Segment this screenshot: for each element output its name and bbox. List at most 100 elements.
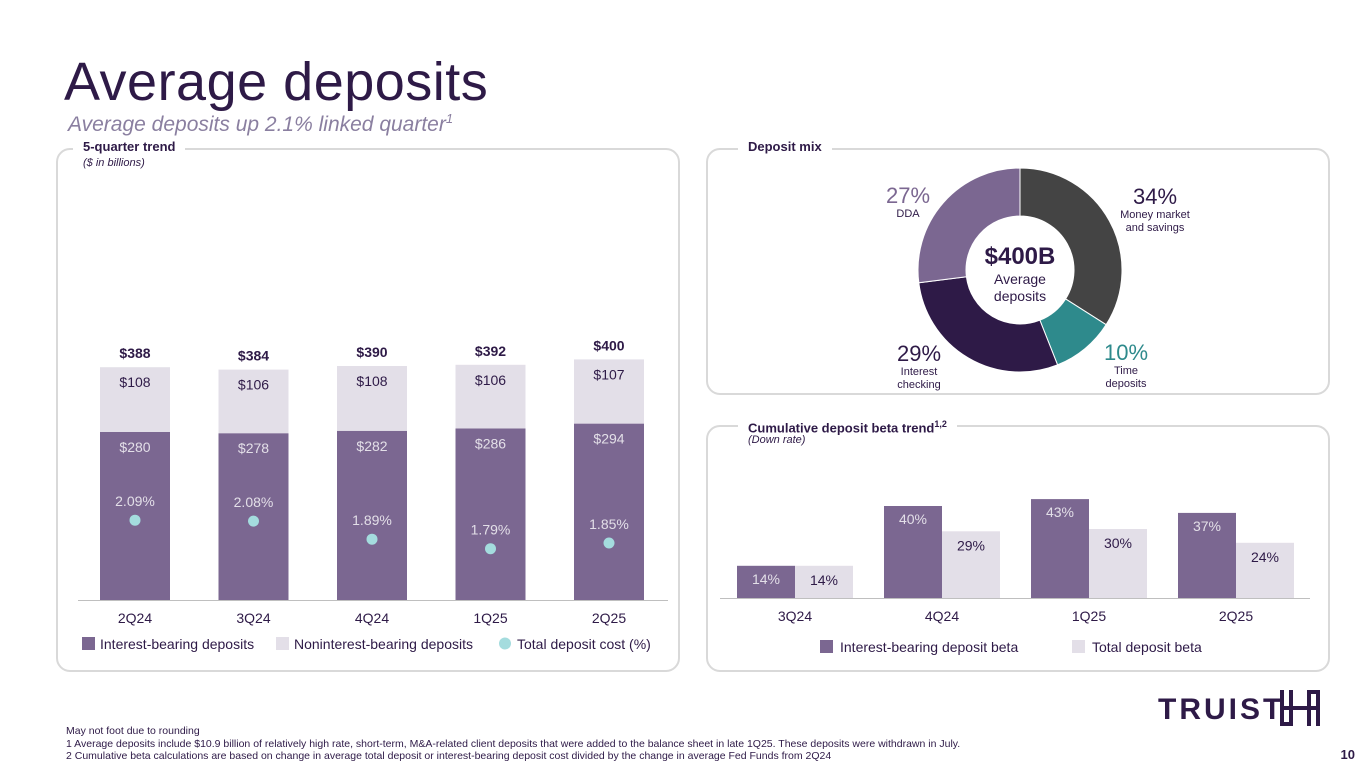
page-subtitle: Average deposits up 2.1% linked quarter1 [68,106,453,138]
mix-panel-label: Deposit mix [738,139,832,155]
bar-value-label: $107 [593,366,624,382]
cost-point-label: 1.85% [589,516,629,532]
legend-label: Total deposit cost (%) [517,636,651,652]
legend-label: Total deposit beta [1092,639,1202,655]
bar-interest-bearing [574,423,644,600]
bar-value-label: 24% [1251,549,1279,565]
slice-caption: DDA [896,208,920,220]
page-number: 10 [1340,747,1355,762]
bar-total-beta [1236,542,1294,598]
x-tick-label: 4Q24 [925,608,959,624]
beta-panel-label-text: Cumulative deposit beta trend [748,420,935,436]
cost-point-label: 2.09% [115,493,155,509]
donut-center-label: deposits [994,288,1046,304]
slice-pct-label: 34% [1133,184,1177,209]
bar-value-label: $106 [238,377,269,393]
legend-swatch [499,637,511,650]
legend-label: Interest-bearing deposit beta [840,639,1018,655]
bar-noninterest-bearing [455,364,526,429]
x-tick-label: 3Q24 [236,610,270,626]
cost-point [603,537,615,549]
cost-point [129,514,141,526]
bar-interest-bearing [455,428,526,600]
bar-value-label: $294 [593,431,624,447]
legend-label: Interest-bearing deposits [100,636,254,652]
cost-point-label: 1.89% [352,512,392,528]
footnote-line: 1 Average deposits include $10.9 billion… [66,737,961,750]
x-tick-label: 2Q25 [592,610,626,626]
legend-swatch [82,637,95,650]
bar-noninterest-bearing [574,359,644,424]
x-tick-label: 4Q24 [355,610,389,626]
bar-value-label: $282 [356,438,387,454]
slice-pct-label: 10% [1104,340,1148,365]
bar-interest-bearing [337,430,407,600]
cost-point-label: 2.08% [234,494,274,510]
bar-total-label: $390 [356,344,387,360]
logo-mark-icon [1280,690,1320,726]
beta-panel-footnote-ref: 1,2 [934,419,947,429]
bar-value-label: 14% [752,571,780,587]
bar-value-label: $286 [475,435,506,451]
bar-value-label: $106 [475,372,506,388]
bar-total-label: $388 [119,345,150,361]
bar-total-label: $384 [238,348,269,364]
slice-caption: Money market [1120,209,1190,221]
slice-caption: deposits [1106,378,1147,390]
slice-pct-label: 29% [897,341,941,366]
bar-value-label: $280 [119,439,150,455]
cost-point [485,543,496,555]
beta-chart: 14% 14% 3Q24 40% 29% 4Q24 43% 30% 1Q25 37% 24% 2Q25… [720,499,1310,655]
logo-wordmark: TRUIST [1158,693,1284,726]
trend-panel-sub: ($ in billions) [83,157,145,169]
subtitle-footnote-ref: 1 [445,111,454,126]
subtitle-text: Average deposits up 2.1% linked quarter [68,113,446,136]
bar-noninterest-bearing [218,369,289,434]
bar-total-beta [942,531,1000,598]
bar-value-label: $108 [356,373,387,389]
bar-total-label: $392 [475,343,506,359]
bar-value-label: 29% [957,537,985,553]
x-tick-label: 1Q25 [1072,608,1106,624]
truist-logo: TRUIST [1158,688,1322,733]
bar-value-label: 37% [1193,518,1221,534]
legend-swatch [276,637,289,650]
cost-point [248,515,259,527]
x-tick-label: 1Q25 [473,610,507,626]
footnote-line: 2 Cumulative beta calculations are based… [66,750,832,762]
beta-panel-sub: (Down rate) [748,434,806,446]
footnotes: May not foot due to rounding 1 Average d… [66,725,960,763]
x-tick-label: 3Q24 [778,608,812,624]
bar-noninterest-bearing [100,367,170,432]
bar-interest-bearing-beta [1178,512,1236,598]
mix-panel [706,148,1330,395]
bar-value-label: 14% [810,572,838,588]
trend-panel-label: 5-quarter trend [73,139,186,155]
donut-center-label: Average [994,271,1046,287]
legend-label: Noninterest-bearing deposits [294,636,473,652]
bar-interest-bearing-beta [1031,499,1089,598]
beta-panel-label: Cumulative deposit beta trend1,2 [738,416,957,437]
trend-panel [56,148,680,672]
bar-value-label: $108 [119,374,150,390]
page-title: Average deposits [64,52,489,112]
cost-point-label: 1.79% [471,522,511,538]
bar-value-label: 30% [1104,535,1132,551]
donut-center-value: $400B [985,243,1056,270]
slice-caption: Time [1114,365,1138,377]
footnote-line: May not foot due to rounding [66,725,200,737]
x-tick-label: 2Q25 [1219,608,1253,624]
slice-caption: checking [897,379,940,391]
trend-chart: $280 $108 $388 2.09% 2Q24 $278 $106 $384 2.08% 3Q… [78,337,668,652]
bar-interest-bearing-beta [737,565,795,598]
bar-value-label: $278 [238,440,269,456]
bar-value-label: 40% [899,511,927,527]
slice-pct-label: 27% [886,183,930,208]
x-tick-label: 2Q24 [118,610,152,626]
bar-total-beta [1089,529,1147,598]
beta-panel [706,425,1330,672]
bar-value-label: 43% [1046,504,1074,520]
donut-hole [966,216,1074,324]
slice-caption: Interest [901,366,938,378]
